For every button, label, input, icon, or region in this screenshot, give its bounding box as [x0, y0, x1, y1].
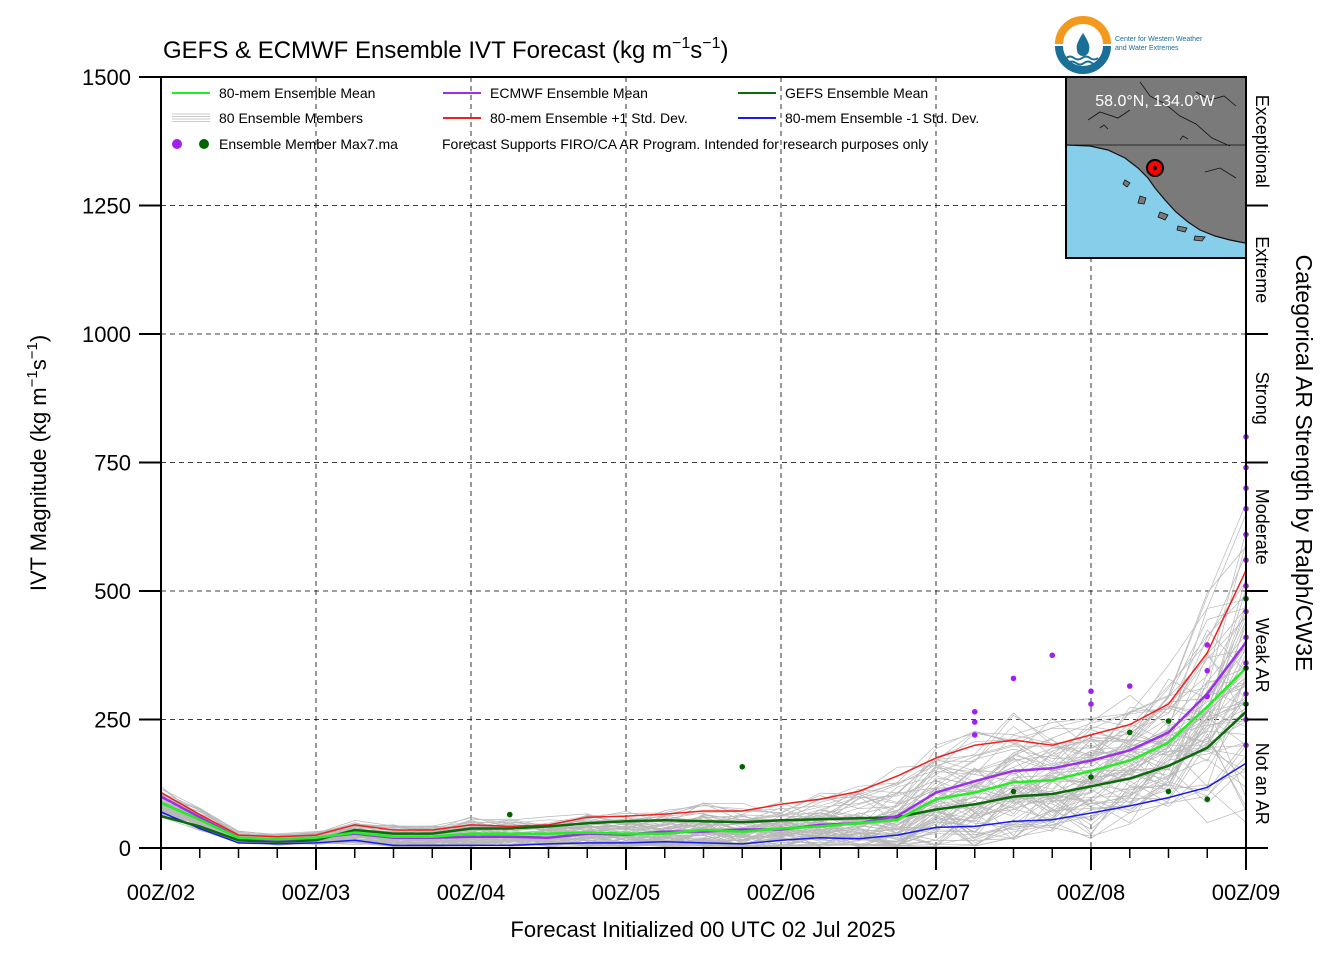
y-tick-label: 1000: [82, 322, 131, 347]
ensemble-member-line: [160, 660, 1247, 840]
logo-arc-orange: [1055, 16, 1111, 45]
legend-minus1-label: 80-mem Ensemble -1 Std. Dev.: [785, 110, 979, 126]
gefs-max7-point: [1204, 796, 1211, 802]
gefs-max7-point: [506, 811, 513, 818]
ensemble-member-line: [160, 708, 1247, 848]
ensemble-member-line: [160, 683, 1247, 839]
ecmwf-max7-point: [1088, 701, 1094, 707]
y-tick-label: 0: [119, 836, 131, 861]
ensemble-member-line: [160, 581, 1247, 839]
legend-max7-label: Ensemble Member Max7.ma: [219, 136, 398, 152]
inset-ocean: [1067, 145, 1245, 257]
inset-borders: [1075, 81, 1245, 179]
y-tick-label: 500: [94, 579, 131, 604]
legend-ecmwf-mean-label: ECMWF Ensemble Mean: [490, 85, 648, 101]
logo-arc-blue: [1055, 45, 1111, 74]
ensemble-member-line: [160, 553, 1247, 837]
logo-text-line2: and Water Extremes: [1115, 45, 1179, 52]
legend-plus1-label: 80-mem Ensemble +1 Std. Dev.: [490, 110, 688, 126]
ecmwf-max7-point: [1049, 652, 1056, 659]
x-tick-label: 00Z/09: [1212, 880, 1281, 905]
right-axis-label: Categorical AR Strength by Ralph/CW3E: [1291, 255, 1317, 672]
category-label: Not an AR: [1252, 743, 1272, 825]
ensemble-members: [160, 503, 1247, 848]
ensemble-member-line: [160, 616, 1247, 838]
x-axis-label: Forecast Initialized 00 UTC 02 Jul 2025: [510, 917, 895, 942]
legend-note: Forecast Supports FIRO/CA AR Program. In…: [442, 136, 928, 152]
gefs-max7-point: [1126, 729, 1133, 736]
ensemble-member-line: [160, 650, 1247, 839]
inset-location-dot: [1153, 166, 1157, 170]
chart-title: GEFS & ECMWF Ensemble IVT Forecast (kg m…: [163, 35, 729, 64]
ensemble-member-line: [160, 629, 1247, 836]
ensemble-member-line: [160, 651, 1247, 841]
x-tick-label: 00Z/02: [127, 880, 196, 905]
legend-max7-gefs-marker: [199, 139, 209, 149]
x-tick-label: 00Z/03: [282, 880, 351, 905]
ecmwf-max7-point: [1204, 693, 1211, 700]
inset-coordinates: 58.0°N, 134.0°W: [1095, 93, 1215, 110]
inset-coastline: [1066, 144, 1246, 244]
x-tick-label: 00Z/04: [437, 880, 506, 905]
x-tick-label: 00Z/07: [902, 880, 971, 905]
x-tick-label: 00Z/05: [592, 880, 661, 905]
y-tick-label: 1500: [82, 65, 131, 90]
gefs-max7-point: [1165, 718, 1172, 724]
legend-members-label: 80 Ensemble Members: [219, 110, 363, 126]
y-tick-label: 750: [94, 451, 131, 476]
ensemble-member-line: [160, 638, 1247, 841]
x-tick-label: 00Z/06: [747, 880, 816, 905]
ecmwf-max7-point: [1010, 675, 1017, 682]
ensemble-member-line: [160, 607, 1247, 840]
gefs-max7-point: [1010, 788, 1017, 795]
series-line-80-mem-ensemble-1-std-dev-: [160, 570, 1247, 838]
y-axis-label: IVT Magnitude (kg m−1s−1): [24, 335, 51, 591]
water-drop-icon: [1076, 33, 1090, 56]
ecmwf-max7-point: [1204, 667, 1211, 674]
ecmwf-max7-point: [1204, 642, 1211, 648]
ensemble-member-line: [160, 681, 1247, 846]
legend-max7-ecmwf-marker: [172, 139, 182, 149]
series-line-80-mem-ensemble-mean: [160, 667, 1247, 841]
ensemble-member-line: [160, 546, 1247, 835]
category-label: Extreme: [1252, 236, 1272, 303]
legend-mean80-label: 80-mem Ensemble Mean: [219, 85, 375, 101]
logo-text-line1: Center for Western Weather: [1115, 36, 1203, 43]
logo-waves: [1065, 55, 1101, 66]
gefs-max7-point: [739, 763, 746, 770]
ecmwf-max7-point: [971, 732, 978, 738]
cw3e-logo: Center for Western Weather and Water Ext…: [1055, 16, 1203, 74]
ensemble-member-line: [160, 788, 1247, 847]
legend: 80-mem Ensemble Mean 80 Ensemble Members E…: [172, 85, 979, 152]
ensemble-member-line: [160, 676, 1247, 844]
x-tick-label: 00Z/08: [1057, 880, 1126, 905]
series-line-80-mem-ensemble-1-std-dev-: [160, 762, 1247, 847]
plot-area: 0 250 500 750 1000 1250 1500 00Z/02 00Z/03 00Z/04…: [82, 65, 1280, 905]
y-tick-label: 1250: [82, 194, 131, 219]
ecmwf-max7-point: [971, 719, 978, 725]
location-inset-map: 58.0°N, 134.0°W: [1065, 76, 1247, 259]
gefs-max7-point: [1165, 788, 1172, 795]
category-label: Weak AR: [1252, 618, 1272, 693]
category-label: Exceptional: [1252, 95, 1272, 188]
gefs-max7-point: [1088, 774, 1094, 780]
category-label: Strong: [1252, 372, 1272, 425]
ensemble-member-line: [160, 542, 1247, 838]
ecmwf-max7-point: [971, 708, 978, 715]
ensemble-member-line: [160, 531, 1247, 837]
ecmwf-max7-point: [1088, 688, 1094, 695]
ensemble-member-line: [160, 721, 1247, 848]
inset-islands: [1122, 179, 1206, 242]
legend-gefs-mean-label: GEFS Ensemble Mean: [785, 85, 928, 101]
category-label: Moderate: [1252, 489, 1272, 565]
ecmwf-max7-point: [1126, 683, 1133, 689]
y-tick-label: 250: [94, 708, 131, 733]
ensemble-member-line: [160, 686, 1247, 841]
